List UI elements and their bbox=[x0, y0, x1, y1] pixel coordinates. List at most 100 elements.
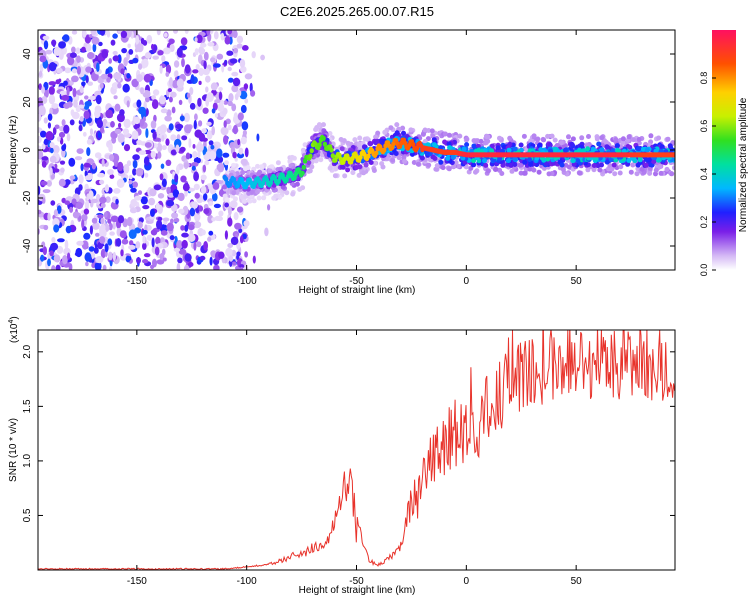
noise-speck bbox=[193, 157, 201, 164]
ridge-halo-point bbox=[463, 164, 469, 170]
noise-speck bbox=[206, 92, 214, 103]
noise-speck bbox=[99, 196, 107, 204]
ridge-halo-point bbox=[290, 191, 296, 197]
ridge-halo-point bbox=[575, 158, 581, 164]
ridge-halo-point bbox=[247, 198, 253, 204]
noise-speck bbox=[131, 78, 139, 88]
ridge-halo-point bbox=[430, 154, 436, 160]
ridge-halo-point bbox=[495, 145, 501, 151]
noise-speck bbox=[39, 70, 43, 78]
ridge-halo-point bbox=[497, 135, 502, 141]
noise-speck bbox=[81, 46, 86, 52]
ridge-halo-point bbox=[509, 168, 515, 174]
noise-speck bbox=[152, 55, 159, 60]
noise-speck bbox=[112, 251, 116, 262]
snr-multiplier-exp: 4 bbox=[8, 320, 15, 324]
noise-speck bbox=[142, 116, 146, 122]
noise-speck bbox=[211, 126, 215, 136]
noise-speck bbox=[91, 262, 96, 269]
noise-speck bbox=[127, 43, 131, 48]
noise-speck bbox=[224, 36, 231, 45]
noise-speck bbox=[56, 67, 63, 74]
noise-speck bbox=[150, 150, 156, 159]
noise-speck bbox=[47, 258, 51, 267]
noise-speck bbox=[43, 117, 48, 124]
noise-speck bbox=[218, 210, 224, 217]
noise-speck bbox=[104, 243, 109, 253]
noise-speck bbox=[218, 251, 225, 259]
noise-speck bbox=[129, 174, 133, 180]
ridge-halo-point bbox=[453, 160, 459, 165]
ridge-halo-point bbox=[375, 139, 381, 145]
noise-speck bbox=[41, 160, 47, 168]
noise-speck bbox=[119, 230, 127, 239]
noise-speck bbox=[128, 244, 136, 250]
ridge-halo-point bbox=[442, 131, 448, 137]
noise-speck bbox=[203, 241, 209, 251]
noise-speck bbox=[76, 240, 84, 246]
ridge-halo-point bbox=[222, 184, 228, 190]
colorbar-tick-label: 0.0 bbox=[699, 264, 709, 277]
ridge-halo-point bbox=[357, 164, 363, 170]
noise-speck bbox=[145, 96, 150, 103]
ridge-halo-point bbox=[611, 162, 617, 168]
noise-speck bbox=[107, 238, 113, 246]
colorbar-tick-label: 0.8 bbox=[699, 72, 709, 85]
noise-speck bbox=[38, 209, 42, 215]
noise-speck bbox=[117, 54, 122, 64]
noise-speck bbox=[64, 200, 70, 205]
noise-speck bbox=[137, 221, 143, 229]
ridge-halo-point bbox=[617, 170, 623, 176]
ridge-halo-point bbox=[402, 158, 408, 164]
ridge-halo-point bbox=[306, 160, 312, 166]
ridge-halo-point bbox=[431, 142, 437, 148]
noise-speck bbox=[85, 66, 92, 73]
ridge-core-point bbox=[330, 153, 335, 159]
noise-speck bbox=[38, 136, 42, 144]
noise-speck bbox=[83, 110, 90, 120]
noise-speck bbox=[184, 253, 192, 262]
noise-speck bbox=[225, 247, 233, 257]
noise-speck bbox=[168, 96, 173, 103]
noise-speck bbox=[232, 30, 238, 39]
noise-speck bbox=[74, 156, 83, 161]
noise-speck bbox=[205, 86, 209, 93]
noise-speck bbox=[210, 144, 215, 150]
ridge-halo-point bbox=[255, 163, 260, 169]
noise-speck bbox=[117, 215, 125, 224]
spectrogram-y-label: Frequency (Hz) bbox=[8, 116, 19, 185]
noise-speck bbox=[182, 205, 189, 216]
ridge-halo-point bbox=[596, 141, 602, 147]
noise-speck bbox=[162, 47, 171, 55]
noise-speck bbox=[193, 119, 197, 130]
noise-speck bbox=[81, 219, 85, 229]
ridge-halo-point bbox=[367, 141, 373, 147]
noise-speck bbox=[45, 131, 54, 141]
noise-speck bbox=[113, 188, 121, 194]
noise-speck bbox=[91, 217, 98, 224]
snr-series-line bbox=[38, 330, 675, 570]
ridge-halo-point bbox=[665, 136, 671, 142]
ridge-halo-point bbox=[362, 136, 368, 142]
noise-speck bbox=[143, 253, 151, 258]
noise-speck bbox=[132, 160, 138, 169]
ridge-halo-point bbox=[603, 139, 609, 145]
noise-speck bbox=[83, 42, 88, 48]
noise-speck bbox=[138, 150, 147, 156]
noise-speck bbox=[187, 262, 194, 267]
ridge-halo-point bbox=[474, 138, 480, 144]
noise-speck bbox=[63, 124, 70, 134]
noise-speck bbox=[99, 236, 106, 244]
noise-speck bbox=[100, 73, 108, 80]
noise-speck bbox=[201, 229, 206, 236]
ridge-halo-point bbox=[591, 163, 597, 168]
ridge-halo-point bbox=[356, 141, 362, 147]
ridge-halo-point bbox=[478, 138, 484, 144]
noise-speck bbox=[148, 197, 156, 206]
noise-speck bbox=[59, 137, 64, 145]
noise-speck bbox=[40, 180, 48, 186]
noise-speck bbox=[155, 236, 161, 245]
ridge-halo-point bbox=[373, 134, 379, 140]
noise-speck bbox=[194, 48, 199, 56]
